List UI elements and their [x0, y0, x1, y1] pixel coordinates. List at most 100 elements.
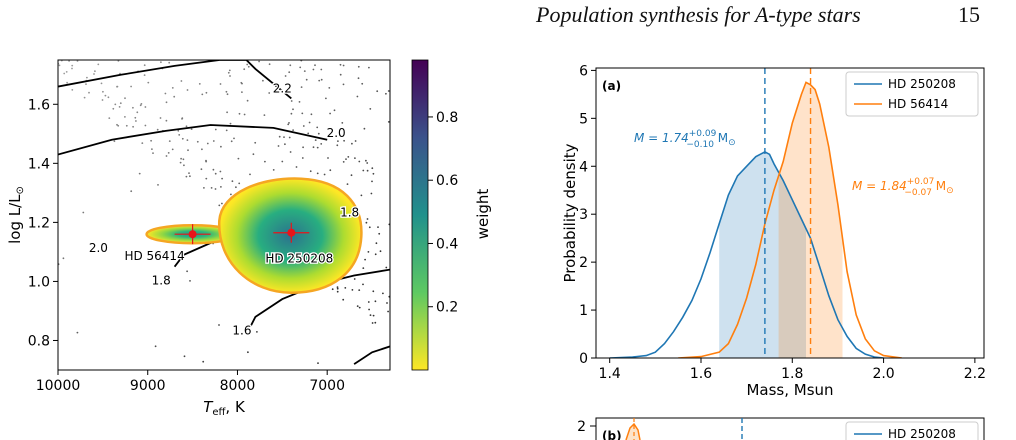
sample-point	[301, 112, 304, 115]
sample-point	[124, 97, 126, 100]
track-mass-label: 1.8	[340, 205, 359, 219]
sample-point	[374, 300, 377, 303]
sample-point	[385, 266, 388, 269]
sample-point	[320, 78, 323, 81]
sample-point	[337, 140, 339, 143]
track-mass-label: 2.0	[89, 241, 108, 255]
sample-point	[258, 60, 260, 63]
sample-point	[135, 120, 137, 122]
sample-point	[333, 109, 336, 112]
sample-point	[360, 194, 363, 197]
sample-point	[356, 305, 359, 307]
sample-point	[150, 139, 153, 142]
sample-point	[336, 286, 339, 288]
x-tick-label: 1.4	[599, 366, 621, 382]
sample-point	[177, 129, 180, 132]
hr-x-axis-label: Teff, K	[203, 398, 246, 418]
panel-b-legend-label: HD 250208	[888, 427, 956, 440]
sample-point	[114, 103, 117, 106]
sample-point	[124, 116, 126, 118]
sample-point	[287, 123, 290, 126]
sample-point	[382, 292, 384, 295]
sample-point	[314, 139, 317, 142]
sample-point	[358, 306, 361, 309]
star-label: HD 56414	[124, 249, 184, 263]
y-tick-label: 1.6	[28, 97, 50, 113]
sample-point	[58, 64, 61, 67]
sample-point	[368, 226, 371, 229]
track-mass-label: 1.8	[152, 273, 171, 287]
sample-point	[379, 250, 382, 253]
track-mass-labels: 2.2 2.0 2.0 1.8 1.8 1.6	[88, 80, 361, 339]
sample-point	[83, 96, 86, 99]
sample-point	[189, 175, 191, 178]
sample-point	[171, 148, 174, 151]
sample-point	[320, 143, 323, 145]
running-head: Population synthesis for A-type stars 15	[0, 0, 1016, 40]
sample-point	[82, 211, 85, 214]
sample-point	[206, 142, 209, 145]
sample-point	[254, 141, 257, 144]
sample-point	[141, 142, 144, 145]
sample-point	[336, 287, 339, 290]
sample-point	[367, 251, 370, 253]
sample-point	[342, 83, 345, 86]
sample-point	[117, 124, 120, 127]
sample-point	[104, 94, 107, 97]
sample-point	[188, 172, 190, 175]
pdf-curve	[609, 150, 884, 358]
sample-point	[288, 122, 290, 124]
sample-point	[312, 68, 315, 71]
sample-point	[165, 155, 168, 157]
sample-point	[93, 73, 95, 75]
sample-point	[372, 172, 375, 175]
sample-point	[164, 92, 167, 95]
colorbar	[411, 59, 429, 371]
x-tick-label: 2.2	[964, 366, 986, 382]
sample-point	[132, 106, 134, 109]
star-marker	[287, 228, 296, 237]
sample-point	[214, 128, 217, 131]
panel-a-y-axis-label: Probability density	[561, 143, 579, 282]
sample-point	[249, 173, 251, 176]
sample-point	[263, 114, 266, 116]
sample-point	[205, 177, 208, 180]
sample-point	[218, 204, 221, 207]
sample-point	[97, 63, 100, 66]
sample-point	[205, 91, 208, 94]
legend-label-hd56414: HD 56414	[888, 97, 948, 111]
track-mass-label: 2.2	[273, 81, 292, 95]
colorbar-tick-label: 0.8	[436, 110, 458, 126]
sample-point	[102, 90, 104, 93]
sample-point	[227, 71, 230, 74]
sample-point	[378, 232, 381, 235]
sample-point	[76, 60, 79, 62]
y-tick-label: 3	[579, 207, 588, 223]
x-tick-label: 9000	[130, 378, 166, 394]
sample-point	[178, 134, 181, 136]
hr-diagram: 2.2 2.0 2.0 1.8 1.8 1.6 HD 56414 HD 250208 100…	[6, 59, 492, 418]
sample-point	[289, 64, 292, 67]
sample-point	[339, 63, 342, 66]
sample-point	[144, 124, 147, 127]
star-marker	[188, 230, 197, 239]
sample-point	[94, 70, 96, 73]
colorbar-tick-label: 0.2	[436, 300, 458, 316]
sample-point	[156, 128, 159, 131]
sample-point	[230, 140, 233, 143]
sample-point	[186, 270, 189, 273]
sample-point	[314, 64, 316, 67]
median-lines	[764, 68, 812, 358]
sample-point	[246, 63, 249, 66]
sample-point	[318, 79, 321, 82]
evolutionary-track	[353, 345, 390, 365]
sample-point	[372, 290, 375, 293]
y-tick-label: 1.0	[28, 274, 50, 290]
sample-point	[186, 89, 189, 91]
sample-point	[71, 64, 74, 67]
sample-point	[125, 124, 128, 127]
sample-point	[201, 93, 204, 96]
sample-point	[339, 73, 342, 76]
sample-point	[292, 129, 294, 132]
sample-point	[241, 82, 243, 85]
